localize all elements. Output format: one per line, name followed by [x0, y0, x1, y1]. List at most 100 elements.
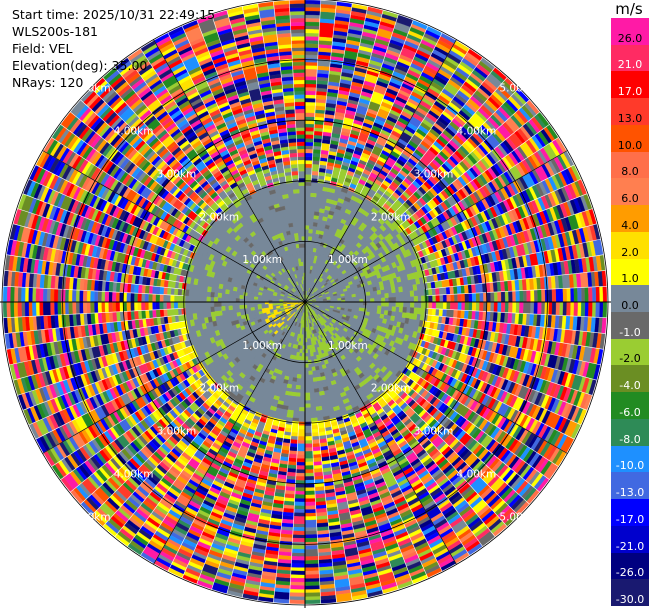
ray-separator — [418, 345, 588, 411]
ray-separator — [139, 403, 240, 557]
colorbar-cell — [611, 525, 649, 554]
ray-separator — [402, 372, 551, 481]
ray-separator — [69, 378, 211, 493]
range-ring-label: 5.00km — [499, 511, 539, 523]
ray-separator — [226, 418, 274, 595]
azimuth-spoke — [304, 301, 457, 565]
ray-separator — [342, 417, 399, 591]
colorbar-cell — [611, 499, 649, 527]
range-ring-label: 1.00km — [328, 254, 368, 266]
ray-separator — [139, 47, 240, 201]
nrays-text: NRays: 120 — [12, 75, 84, 90]
ray-separator — [342, 13, 399, 187]
ray-separator — [2, 308, 184, 319]
ray-separator — [2, 285, 184, 296]
range-ring-label: 1.00km — [328, 340, 368, 352]
colorbar-tick-label: -1.0 — [619, 325, 641, 339]
ray-separator — [211, 417, 268, 591]
ray-separator — [421, 333, 598, 381]
range-ring-label: 3.00km — [157, 168, 197, 180]
range-ring — [183, 180, 427, 424]
ray-separator — [28, 178, 195, 253]
ray-separator — [3, 314, 185, 334]
range-ring-label: 4.00km — [457, 126, 497, 138]
range-ring-label: 2.00km — [199, 211, 239, 223]
ray-separator — [311, 0, 322, 181]
colorbar-cell — [611, 98, 649, 126]
elevation-text: Elevation(deg): 35.00 — [12, 58, 148, 73]
colorbar-tick-label: -17.0 — [615, 512, 645, 526]
ray-separator — [329, 420, 369, 599]
ray-separator — [424, 254, 605, 284]
ray-separator — [399, 378, 541, 493]
ray-separator — [336, 418, 384, 595]
ray-separator — [390, 387, 520, 517]
colorbar-cell — [611, 552, 649, 580]
ray-separator — [50, 367, 204, 468]
range-ring — [122, 119, 488, 485]
ray-separator — [406, 367, 560, 468]
ray-separator — [329, 5, 369, 184]
ray-separator — [359, 409, 443, 573]
ray-separator — [5, 254, 186, 284]
range-rings — [1, 0, 609, 606]
colorbar-cell — [611, 445, 649, 473]
ray-separator — [415, 351, 582, 426]
ray-separator — [381, 66, 496, 208]
ray-separator — [375, 56, 484, 205]
azimuth-spoke — [153, 39, 306, 303]
colorbar-tick-label: -4.0 — [619, 379, 641, 393]
colorbar-tick-label: -26.0 — [615, 566, 645, 580]
ray-separator — [336, 9, 384, 186]
range-ring-label: 1.00km — [242, 340, 282, 352]
ray-separator — [16, 339, 190, 396]
plot-info: Start time: 2025/10/31 22:49:15 WLS200s-… — [12, 6, 215, 91]
ray-separator — [317, 0, 337, 182]
ray-separator — [323, 421, 353, 602]
ray-separator — [50, 136, 204, 237]
colorbar-cell — [611, 418, 649, 447]
ray-separator — [273, 0, 293, 182]
ray-separator — [412, 356, 576, 440]
colorbar-cell — [611, 579, 649, 607]
station-text: WLS200s-181 — [12, 24, 98, 39]
ray-separator — [12, 223, 189, 271]
colorbar-tick-label: 4.0 — [621, 218, 639, 232]
ray-separator — [102, 391, 225, 528]
ray-separator — [418, 193, 588, 259]
colorbar-tick-label: 17.0 — [617, 85, 643, 99]
ray-separator — [399, 111, 541, 226]
azimuth-spoke — [304, 39, 457, 303]
ray-separator — [114, 66, 229, 208]
colorbar-unit: m/s — [615, 0, 643, 18]
ray-separator — [3, 270, 185, 290]
range-ring-labels: 1.00km 1.00km 1.00km 1.00km 2.00km 2.00km 2.00… — [71, 83, 539, 524]
colorbar-tick-label: 26.0 — [617, 31, 643, 45]
colorbar-cell — [611, 18, 649, 46]
ray-separator — [22, 345, 192, 411]
ray-separator — [421, 223, 598, 271]
colorbar-tick-label: -8.0 — [619, 432, 641, 446]
ray-separator — [288, 0, 299, 181]
colorbar-cell — [611, 365, 649, 393]
ray-separator — [359, 31, 443, 195]
range-ring-label: 3.00km — [157, 426, 197, 438]
ray-separator — [370, 47, 471, 201]
colorbar-tick-label: -6.0 — [619, 405, 641, 419]
colorbar-cell — [611, 338, 649, 366]
ray-separator — [90, 87, 220, 217]
ray-separator — [196, 19, 262, 189]
ray-separator — [402, 123, 551, 232]
colorbar-cell — [611, 205, 649, 233]
ray-separator — [420, 339, 594, 396]
ray-separator — [114, 396, 229, 538]
ray-separator — [8, 326, 187, 366]
ray-separator — [167, 409, 251, 573]
ray-separator — [59, 123, 208, 232]
ray-separator — [126, 399, 235, 548]
range-ring — [1, 0, 609, 606]
ray-separator — [22, 193, 192, 259]
ray-separator — [425, 270, 607, 290]
azimuth-spoke — [42, 150, 306, 303]
range-ring-label: 5.00km — [71, 83, 111, 95]
